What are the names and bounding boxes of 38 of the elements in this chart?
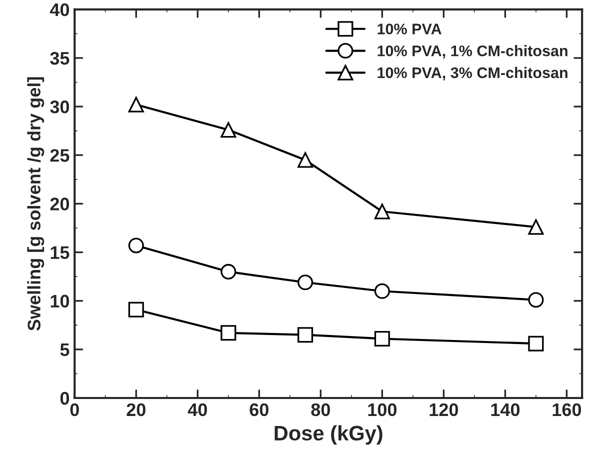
y-tick-label: 10	[50, 294, 70, 308]
legend-label: 10% PVA, 3% CM-chitosan	[378, 66, 568, 80]
point	[374, 204, 390, 220]
point	[220, 325, 236, 341]
point	[374, 330, 390, 347]
y-tick-label: 30	[50, 100, 70, 114]
x-tick-label: 120	[430, 403, 458, 416]
x-tick-label: 0	[70, 403, 79, 416]
point	[298, 274, 314, 290]
x-tick-label: 40	[188, 403, 207, 416]
point	[128, 302, 144, 318]
x-tick-label: 80	[311, 403, 330, 416]
y-tick-label: 25	[50, 149, 70, 162]
y-axis-title: Swelling [g solvent /g dry gel]	[27, 77, 44, 331]
point	[220, 264, 236, 280]
x-tick-label: 20	[126, 403, 146, 416]
y-tick-label: 0	[60, 392, 70, 405]
y-tick-label: 40	[50, 3, 70, 16]
y-tick-label: 35	[50, 52, 70, 65]
point	[298, 327, 314, 343]
point	[528, 219, 544, 235]
x-tick-label: 140	[491, 403, 520, 416]
legend-label: 10% PVA	[378, 24, 442, 34]
point	[220, 122, 236, 138]
point	[298, 152, 314, 168]
x-tick-label: 60	[250, 403, 268, 416]
x-axis-title: Dose (kGy)	[274, 425, 382, 445]
legend-label: 10% PVA, 1% CM-chitosan	[378, 45, 568, 58]
point	[128, 238, 144, 254]
y-tick-label: 5	[60, 344, 70, 356]
y-tick-label: 15	[50, 246, 70, 259]
y-tick-label: 20	[50, 198, 70, 210]
point	[528, 292, 544, 308]
x-tick-label: 100	[368, 403, 396, 416]
point	[528, 336, 544, 352]
x-tick-label: 160	[552, 403, 582, 416]
point	[128, 96, 144, 112]
point	[374, 283, 390, 299]
